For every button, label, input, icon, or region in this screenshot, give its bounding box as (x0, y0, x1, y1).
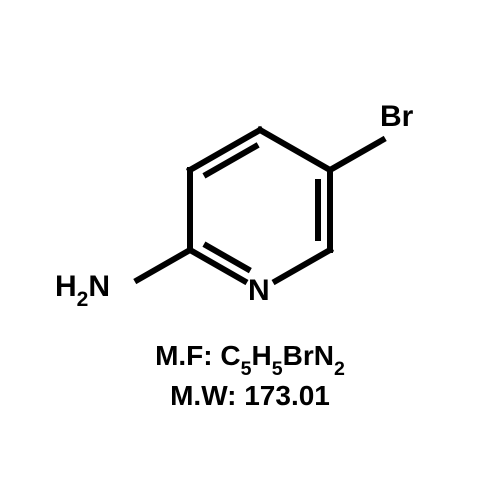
amino-substituent-label: H2N (55, 270, 110, 309)
nitrogen-atom-label: N (248, 274, 270, 308)
molecular-formula: M.F: C5H5BrN2 (0, 340, 500, 378)
molecule-diagram (0, 0, 500, 500)
bromine-substituent-label: Br (380, 100, 413, 134)
molecular-weight: M.W: 173.01 (0, 380, 500, 412)
